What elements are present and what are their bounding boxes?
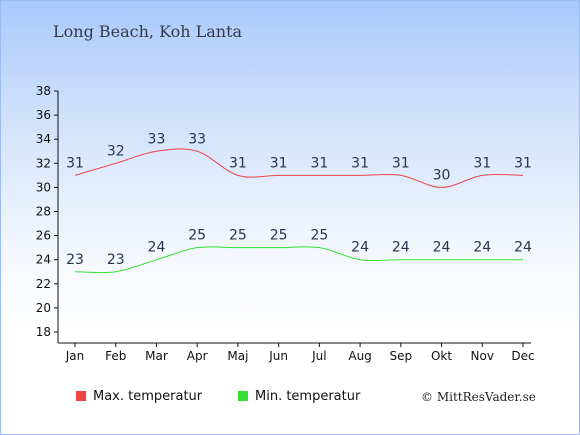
max-temperature-label: 31 xyxy=(66,155,84,171)
min-temperature-label: 25 xyxy=(310,228,328,244)
max-temperature-label: 31 xyxy=(310,155,328,171)
max-temperature-label: 31 xyxy=(229,155,247,171)
legend-label-max: Max. temperatur xyxy=(93,389,203,404)
y-tick-label: 32 xyxy=(36,156,51,170)
x-tick-label: Jul xyxy=(311,349,326,363)
x-tick-label: Jun xyxy=(268,349,288,363)
max-temperature-label: 32 xyxy=(107,143,125,159)
copyright: © MittResVader.se xyxy=(421,390,536,404)
max-temperature-label: 33 xyxy=(188,131,206,147)
series-layer: 31 32 33 33 31 31 31 31 31 30 31 31 23 23 24 25 25 25 25 24… xyxy=(66,131,532,274)
x-tick-label: Mar xyxy=(145,349,168,363)
chart-title: Long Beach, Koh Lanta xyxy=(53,22,243,41)
min-temperature-label: 24 xyxy=(433,240,451,256)
max-swatch xyxy=(76,391,86,401)
y-tick-label: 22 xyxy=(36,277,51,291)
x-tick-label: Jan xyxy=(65,349,85,363)
x-tick-label: Sep xyxy=(390,349,413,363)
x-tick-label: Maj xyxy=(227,349,248,363)
legend-item-min: Min. temperatur xyxy=(238,389,360,404)
min-temperature-label: 25 xyxy=(270,228,288,244)
x-tick-label: Aug xyxy=(348,349,371,363)
legend-label-min: Min. temperatur xyxy=(255,389,361,404)
max-temperature-label: 30 xyxy=(433,167,451,183)
max-temperature-label: 31 xyxy=(270,155,288,171)
y-tick-label: 36 xyxy=(36,108,51,122)
y-tick-label: 30 xyxy=(36,180,51,194)
max-temperature-label: 33 xyxy=(148,131,166,147)
y-tick-label: 18 xyxy=(36,325,51,339)
min-temperature-label: 23 xyxy=(66,252,84,268)
min-swatch xyxy=(238,391,248,401)
min-temperature-label: 24 xyxy=(514,240,532,256)
x-tick-label: Feb xyxy=(105,349,126,363)
x-tick-label: Nov xyxy=(471,349,494,363)
min-temperature-label: 24 xyxy=(351,240,369,256)
min-temperature-label: 23 xyxy=(107,252,125,268)
x-tick-label: Apr xyxy=(187,349,208,363)
min-temperature-label: 24 xyxy=(473,240,491,256)
max-temperature-label: 31 xyxy=(514,155,532,171)
y-tick-label: 38 xyxy=(36,84,51,98)
max-temperature-label: 31 xyxy=(392,155,410,171)
y-tick-label: 20 xyxy=(36,301,51,315)
max-temperature-label: 31 xyxy=(351,155,369,171)
min-temperature-label: 24 xyxy=(392,240,410,256)
min-temperature-label: 25 xyxy=(229,228,247,244)
max-temperature-line xyxy=(74,148,524,188)
x-tick-label: Dec xyxy=(511,349,534,363)
x-tick-label: Okt xyxy=(431,349,452,363)
y-tick-label: 28 xyxy=(36,205,51,219)
axes: 18 20 22 24 26 28 30 32 34 36 38 Jan Feb Mar Apr Maj Jun… xyxy=(36,84,535,363)
max-temperature-label: 31 xyxy=(473,155,491,171)
min-temperature-line xyxy=(74,246,523,274)
legend-item-max: Max. temperatur xyxy=(76,389,202,404)
min-temperature-label: 25 xyxy=(188,228,206,244)
min-temperature-label: 24 xyxy=(148,240,166,256)
y-tick-label: 26 xyxy=(36,229,51,243)
y-tick-label: 24 xyxy=(36,253,51,267)
y-tick-label: 34 xyxy=(36,132,51,146)
